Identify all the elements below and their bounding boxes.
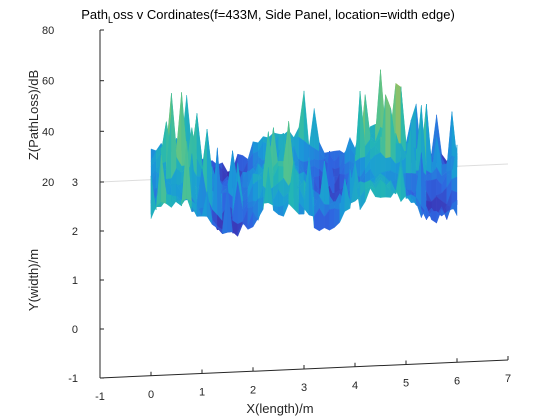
z-axis-label: Z(PathLoss)/dB [26, 70, 41, 160]
surface-patch [354, 91, 361, 165]
surface-patch [426, 104, 432, 174]
surface-patch [451, 205, 458, 216]
surface-patch [385, 157, 391, 172]
surface-plot [150, 69, 458, 237]
z-tick-label: 60 [42, 76, 54, 88]
surface-patch [385, 94, 391, 159]
x-tick-label: 2 [250, 384, 256, 396]
surface-patch [303, 90, 310, 147]
surface-patch [405, 173, 412, 191]
x-tick-label: 3 [301, 382, 307, 394]
chart-title: PathLoss v Cordinates(f=433M, Side Panel… [81, 7, 455, 25]
surface-patch [298, 136, 305, 163]
surface-patch [431, 211, 437, 224]
x-tick-label: 5 [403, 378, 409, 390]
surface-patch [176, 200, 182, 207]
surface-patch [278, 160, 284, 168]
surface-patch [314, 108, 320, 152]
y-axis-label: Y(width)/m [26, 249, 41, 311]
surface-patch [365, 94, 371, 147]
x-tick-label: 7 [505, 373, 511, 385]
surface-patch [298, 90, 305, 142]
x-tick-label: 6 [454, 375, 460, 387]
y-tick-label: 3 [72, 177, 78, 189]
x-tick-label: -1 [95, 391, 105, 403]
y-tick-label: 0 [72, 324, 78, 336]
z-tick-label: 40 [42, 126, 54, 138]
x-axis-label: X(length)/m [246, 401, 313, 416]
surface-patch [160, 121, 167, 165]
surface-patch [451, 176, 458, 193]
surface-patch [252, 180, 259, 203]
surface-patch [278, 205, 284, 217]
x-tick-label: 1 [199, 387, 205, 399]
x-tick-label: 4 [352, 380, 358, 392]
tick-labels: -1 0 1 2 3 4 5 6 7 -1 0 1 2 3 20 40 60 80 [42, 25, 511, 403]
surface-patch [308, 108, 315, 149]
surface-patch [329, 208, 335, 231]
z-tick-label: 20 [42, 177, 54, 189]
surface-patch [293, 127, 300, 138]
surface-patch [395, 143, 402, 165]
surface-patch [273, 205, 279, 216]
surface-patch [176, 92, 182, 168]
x-tick-label: 0 [148, 389, 154, 401]
y-tick-label: -1 [68, 373, 78, 385]
y-tick-label: 2 [72, 226, 78, 238]
surface-patch [166, 193, 172, 208]
z-tick-label: 80 [42, 25, 54, 37]
surface-patch [334, 208, 340, 228]
surface-patch [334, 167, 340, 177]
y-tick-label: 1 [72, 275, 78, 287]
surface-patch [400, 87, 407, 152]
